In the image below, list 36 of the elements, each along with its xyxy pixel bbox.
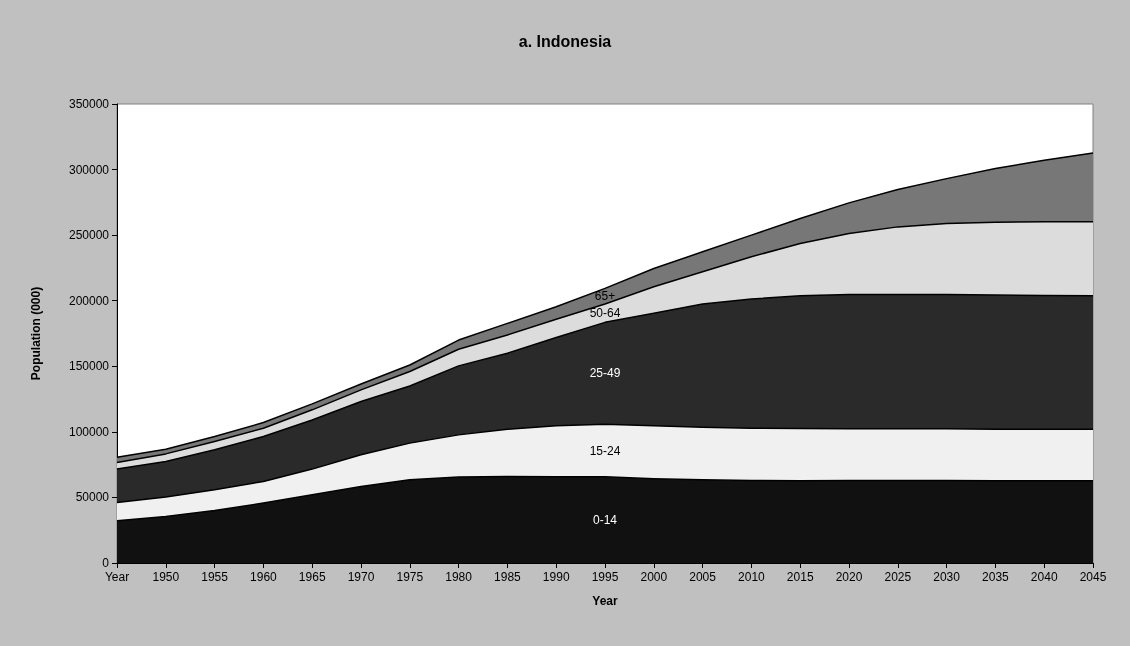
x-tick-label: 1995 (591, 570, 619, 584)
series-label: 50-64 (589, 306, 621, 321)
x-axis-title: Year (592, 594, 619, 608)
x-tick-label: 1985 (494, 570, 522, 584)
y-tick-label: 100000 (68, 424, 110, 439)
x-tick-label: 2000 (640, 570, 668, 584)
x-tick-label: 1950 (152, 570, 180, 584)
x-tick-label: 2020 (835, 570, 863, 584)
x-tick-label: 2015 (786, 570, 814, 584)
x-tick-label: 2025 (884, 570, 912, 584)
x-tick-label: 1970 (347, 570, 375, 584)
x-tick-label: 2030 (933, 570, 961, 584)
x-tick-label: 1990 (542, 570, 570, 584)
x-tick-label: 1960 (250, 570, 278, 584)
x-tick-label: 2010 (738, 570, 766, 584)
y-tick-label: 350000 (68, 97, 110, 111)
series-label: 65+ (594, 289, 616, 304)
x-tick-label: 2005 (689, 570, 717, 584)
x-tick-label: 2040 (1030, 570, 1058, 584)
x-tick-label: 1975 (396, 570, 424, 584)
y-axis-title: Population (000) (29, 286, 43, 381)
x-tick-label: Year (104, 570, 130, 584)
series-label: 25-49 (589, 366, 621, 381)
y-tick-label: 250000 (68, 228, 110, 243)
y-tick-label: 200000 (68, 293, 110, 308)
x-tick-label: 2035 (982, 570, 1010, 584)
series-label: 15-24 (589, 443, 621, 458)
x-tick-label: 1965 (298, 570, 326, 584)
y-tick-label: 0 (102, 556, 110, 570)
x-tick-label: 1955 (201, 570, 229, 584)
x-tick-label: 2045 (1079, 570, 1107, 584)
x-tick-label: 1980 (445, 570, 473, 584)
chart-title: a. Indonesia (518, 32, 612, 50)
y-tick-label: 300000 (68, 162, 110, 177)
y-tick-label: 50000 (75, 490, 110, 505)
y-tick-label: 150000 (68, 359, 110, 374)
